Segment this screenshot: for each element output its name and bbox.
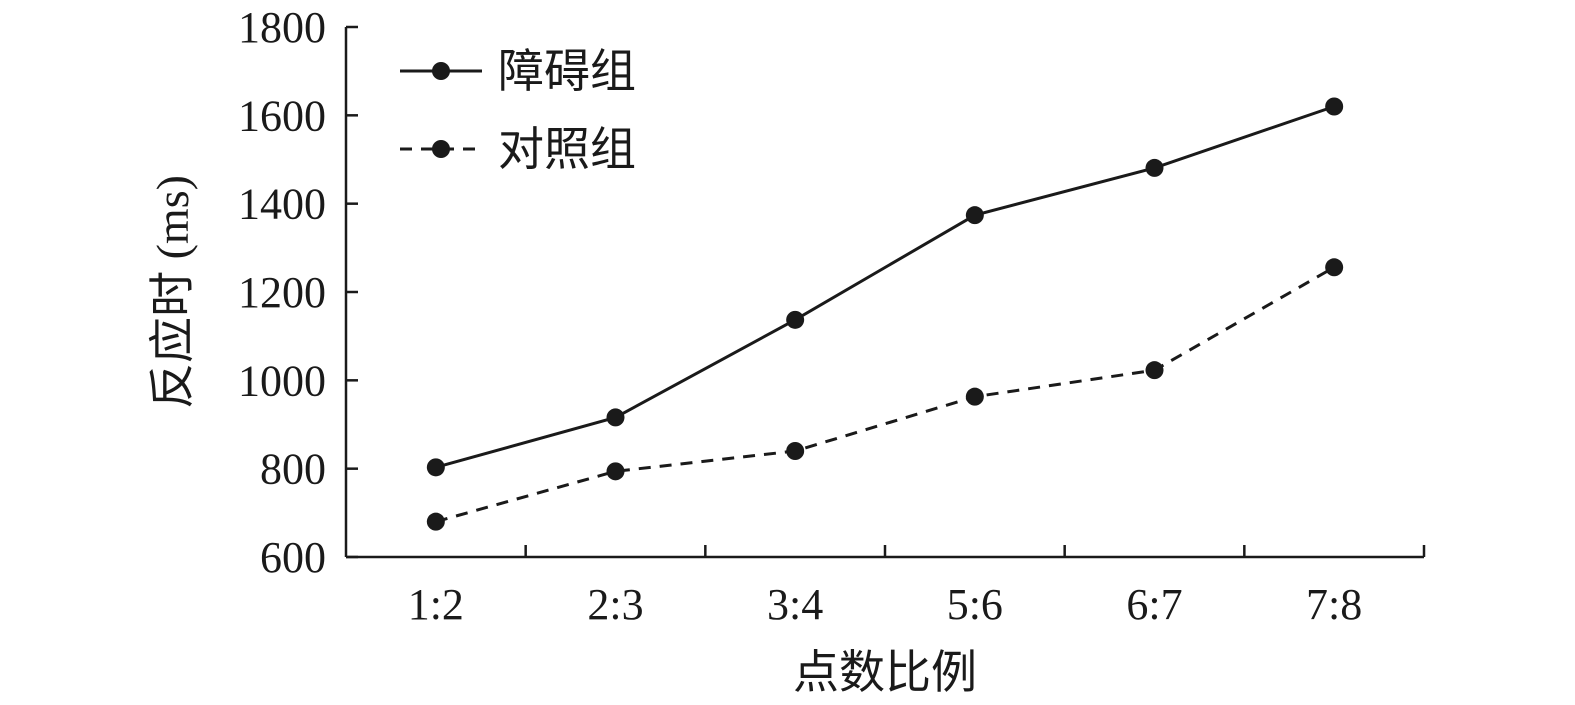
data-point <box>426 512 445 531</box>
y-tick-label: 1800 <box>238 3 326 52</box>
data-point <box>965 387 984 406</box>
data-point <box>606 462 625 481</box>
x-tick-label: 5:6 <box>947 580 1003 629</box>
x-ticks: 1:2 2:3 3:4 5:6 6:7 7:8 <box>408 545 1426 629</box>
y-axis-title: 反应时 (ms) <box>147 175 198 409</box>
data-point <box>1145 158 1164 177</box>
y-tick-label: 1400 <box>238 180 326 229</box>
legend-label: 障碍组 <box>498 46 636 97</box>
data-point <box>786 442 805 460</box>
x-tick-label: 1:2 <box>408 580 464 629</box>
data-point <box>426 458 445 477</box>
y-ticks: 600 800 1000 1200 1400 1600 1800 <box>238 3 358 582</box>
x-axis-title: 点数比例 <box>793 647 977 698</box>
x-tick-label: 6:7 <box>1126 580 1182 629</box>
x-tick-label: 7:8 <box>1306 580 1362 629</box>
legend-marker <box>432 140 450 158</box>
legend-marker <box>432 62 450 80</box>
series-line <box>435 265 1335 524</box>
y-tick-label: 800 <box>260 445 326 494</box>
data-point <box>1325 97 1344 116</box>
data-point <box>965 206 984 225</box>
axes <box>344 27 1424 559</box>
y-tick-label: 600 <box>260 533 326 582</box>
legend-label: 对照组 <box>498 124 636 175</box>
series-line <box>435 105 1335 469</box>
data-point <box>1145 361 1164 380</box>
y-tick-label: 1000 <box>238 356 326 405</box>
data-point <box>606 408 625 427</box>
y-tick-label: 1200 <box>238 268 326 317</box>
series-layer <box>426 97 1344 531</box>
x-tick-label: 3:4 <box>767 580 823 629</box>
data-point <box>1325 258 1344 277</box>
y-tick-label: 1600 <box>238 91 326 140</box>
x-tick-label: 2:3 <box>587 580 643 629</box>
data-point <box>786 310 805 329</box>
